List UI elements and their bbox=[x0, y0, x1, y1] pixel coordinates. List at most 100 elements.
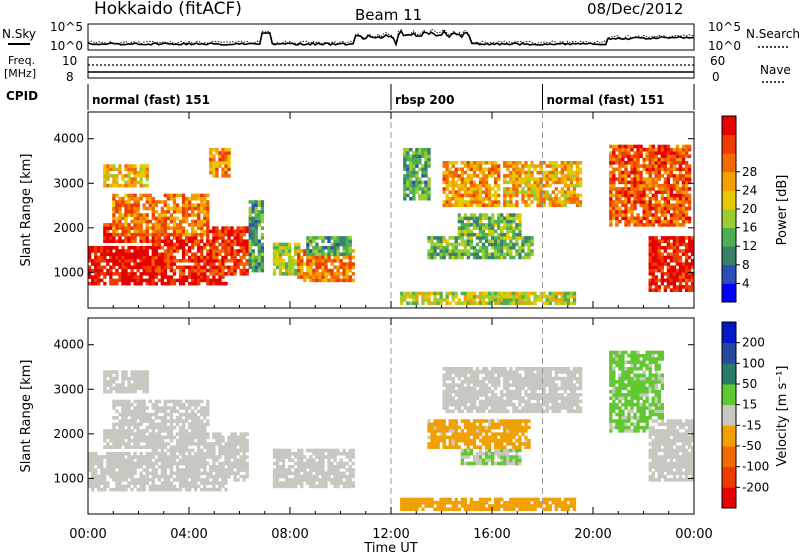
range-time-cell bbox=[284, 252, 289, 257]
range-time-cell bbox=[509, 170, 513, 175]
range-time-cell bbox=[478, 203, 483, 208]
range-time-cell bbox=[309, 278, 313, 283]
range-time-cell bbox=[197, 216, 201, 221]
range-time-cell bbox=[648, 219, 652, 224]
range-time-cell bbox=[681, 285, 686, 289]
range-time-cell bbox=[133, 249, 137, 253]
range-time-cell bbox=[487, 216, 492, 221]
range-time-cell bbox=[127, 213, 131, 217]
range-time-cell bbox=[339, 471, 343, 476]
range-time-cell bbox=[139, 461, 143, 466]
range-time-cell bbox=[151, 419, 155, 423]
range-time-cell bbox=[124, 461, 128, 466]
range-time-cell bbox=[209, 442, 213, 446]
range-time-cell bbox=[678, 177, 683, 181]
range-time-cell bbox=[115, 458, 119, 463]
range-time-cell bbox=[624, 187, 628, 191]
range-time-cell bbox=[145, 236, 149, 240]
range-time-cell bbox=[648, 147, 652, 152]
range-time-cell bbox=[109, 236, 113, 240]
range-time-cell bbox=[94, 458, 98, 463]
range-time-cell bbox=[457, 203, 461, 208]
range-time-cell bbox=[175, 242, 180, 247]
range-time-cell bbox=[336, 471, 340, 476]
range-time-cell bbox=[115, 373, 119, 378]
range-time-cell bbox=[427, 157, 431, 162]
range-time-cell bbox=[636, 161, 640, 165]
range-time-cell bbox=[218, 151, 222, 155]
range-time-cell bbox=[621, 151, 625, 155]
range-time-cell bbox=[124, 406, 128, 410]
range-time-cell bbox=[636, 187, 640, 191]
range-time-cell bbox=[112, 451, 116, 456]
range-time-cell bbox=[406, 147, 410, 152]
range-time-cell bbox=[187, 451, 192, 456]
range-time-cell bbox=[227, 147, 231, 152]
range-time-cell bbox=[524, 252, 528, 257]
range-time-cell bbox=[327, 236, 331, 240]
range-time-cell bbox=[166, 455, 171, 459]
range-time-cell bbox=[163, 259, 168, 263]
range-time-cell bbox=[487, 193, 492, 198]
range-time-cell bbox=[191, 409, 195, 414]
range-time-cell bbox=[684, 281, 689, 286]
range-time-cell bbox=[124, 200, 128, 204]
range-time-cell bbox=[169, 451, 174, 456]
range-time-cell bbox=[121, 474, 125, 479]
range-time-cell bbox=[248, 249, 252, 253]
range-time-cell bbox=[324, 471, 328, 476]
range-time-cell bbox=[657, 278, 661, 283]
range-time-cell bbox=[460, 291, 465, 296]
range-time-cell bbox=[106, 226, 110, 230]
range-time-cell bbox=[172, 193, 177, 198]
range-time-cell bbox=[278, 484, 283, 489]
range-time-cell bbox=[439, 429, 443, 433]
range-time-cell bbox=[115, 259, 119, 263]
range-time-cell bbox=[687, 255, 692, 260]
range-time-cell bbox=[533, 294, 537, 299]
range-time-cell bbox=[224, 147, 228, 152]
range-time-cell bbox=[300, 461, 304, 466]
range-time-cell bbox=[654, 193, 658, 198]
range-time-cell bbox=[215, 252, 219, 257]
range-time-cell bbox=[460, 200, 465, 204]
range-time-cell bbox=[572, 183, 577, 188]
range-time-cell bbox=[160, 455, 165, 459]
range-time-cell bbox=[209, 281, 213, 286]
range-time-cell bbox=[300, 465, 304, 469]
range-time-cell bbox=[651, 151, 655, 155]
range-time-cell bbox=[481, 183, 486, 188]
range-time-cell bbox=[454, 255, 458, 260]
range-time-cell bbox=[409, 174, 413, 178]
range-time-cell bbox=[178, 265, 183, 270]
range-time-cell bbox=[194, 425, 198, 430]
range-time-cell bbox=[312, 474, 316, 479]
range-time-cell bbox=[648, 187, 652, 191]
range-time-cell bbox=[115, 399, 119, 404]
range-time-cell bbox=[124, 174, 128, 178]
range-time-cell bbox=[466, 226, 471, 230]
range-time-cell bbox=[130, 226, 134, 230]
range-time-cell bbox=[309, 461, 313, 466]
range-time-cell bbox=[460, 174, 465, 178]
range-time-cell bbox=[672, 187, 677, 191]
range-time-cell bbox=[187, 213, 192, 217]
range-time-cell bbox=[660, 190, 664, 194]
range-time-cell bbox=[100, 259, 104, 263]
range-time-cell bbox=[175, 278, 180, 283]
range-time-cell bbox=[133, 376, 137, 381]
range-time-cell bbox=[609, 216, 613, 221]
range-time-cell bbox=[287, 242, 292, 247]
range-time-cell bbox=[624, 219, 628, 224]
range-time-cell bbox=[139, 409, 143, 414]
range-time-cell bbox=[154, 451, 158, 456]
range-time-cell bbox=[121, 386, 125, 391]
range-time-cell bbox=[97, 484, 101, 489]
range-time-cell bbox=[454, 389, 458, 394]
range-time-cell bbox=[430, 252, 434, 257]
range-time-cell bbox=[484, 180, 489, 185]
range-time-cell bbox=[515, 249, 519, 253]
range-time-cell bbox=[430, 504, 434, 508]
range-time-cell bbox=[106, 177, 110, 181]
range-time-cell bbox=[469, 177, 474, 181]
